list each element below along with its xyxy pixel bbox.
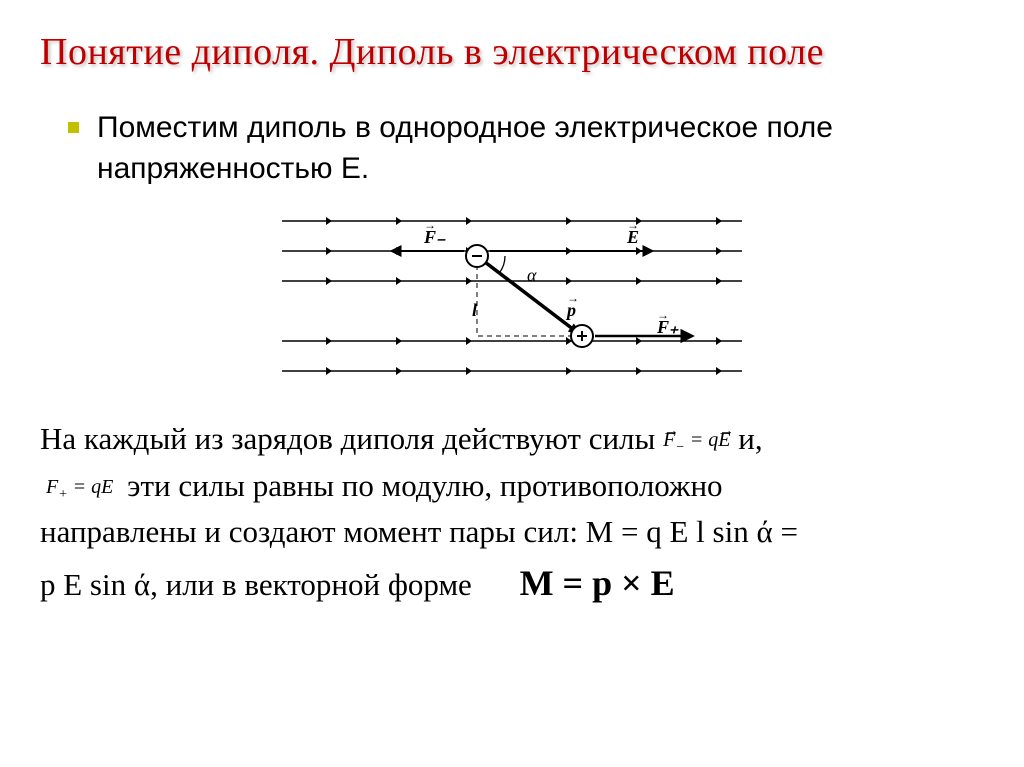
page-title: Понятие диполя. Диполь в электрическом п… [40,30,984,74]
bullet-icon [68,122,79,133]
diagram-svg: F₋→E→αlp→F₊→ [272,201,752,401]
dipole-diagram: F₋→E→αlp→F₊→ [40,201,984,406]
svg-text:→: → [657,308,669,322]
svg-text:l: l [472,300,477,320]
body-line4a: p E sin ά, или в векторной форме [40,567,472,602]
body-text: На каждый из зарядов диполя действуют си… [40,416,984,610]
formula-f-minus: →F− = q→E [663,429,730,451]
bullet-item: Поместим диполь в однородное электрическ… [68,108,984,189]
svg-text:→: → [627,218,639,232]
svg-text:α: α [527,265,537,285]
formula-f-plus: F+ = qE [46,476,113,498]
body-line3: направлены и создают момент пары сил: M … [40,514,798,549]
svg-text:→: → [567,291,579,305]
body-line1a: На каждый из зарядов диполя действуют си… [40,421,663,456]
body-line2: эти силы равны по модулю, противоположно [119,468,722,503]
bullet-text: Поместим диполь в однородное электрическ… [97,108,984,189]
svg-text:→: → [424,218,436,232]
body-line1b: и, [730,421,762,456]
big-formula: M = p × E [520,556,675,610]
